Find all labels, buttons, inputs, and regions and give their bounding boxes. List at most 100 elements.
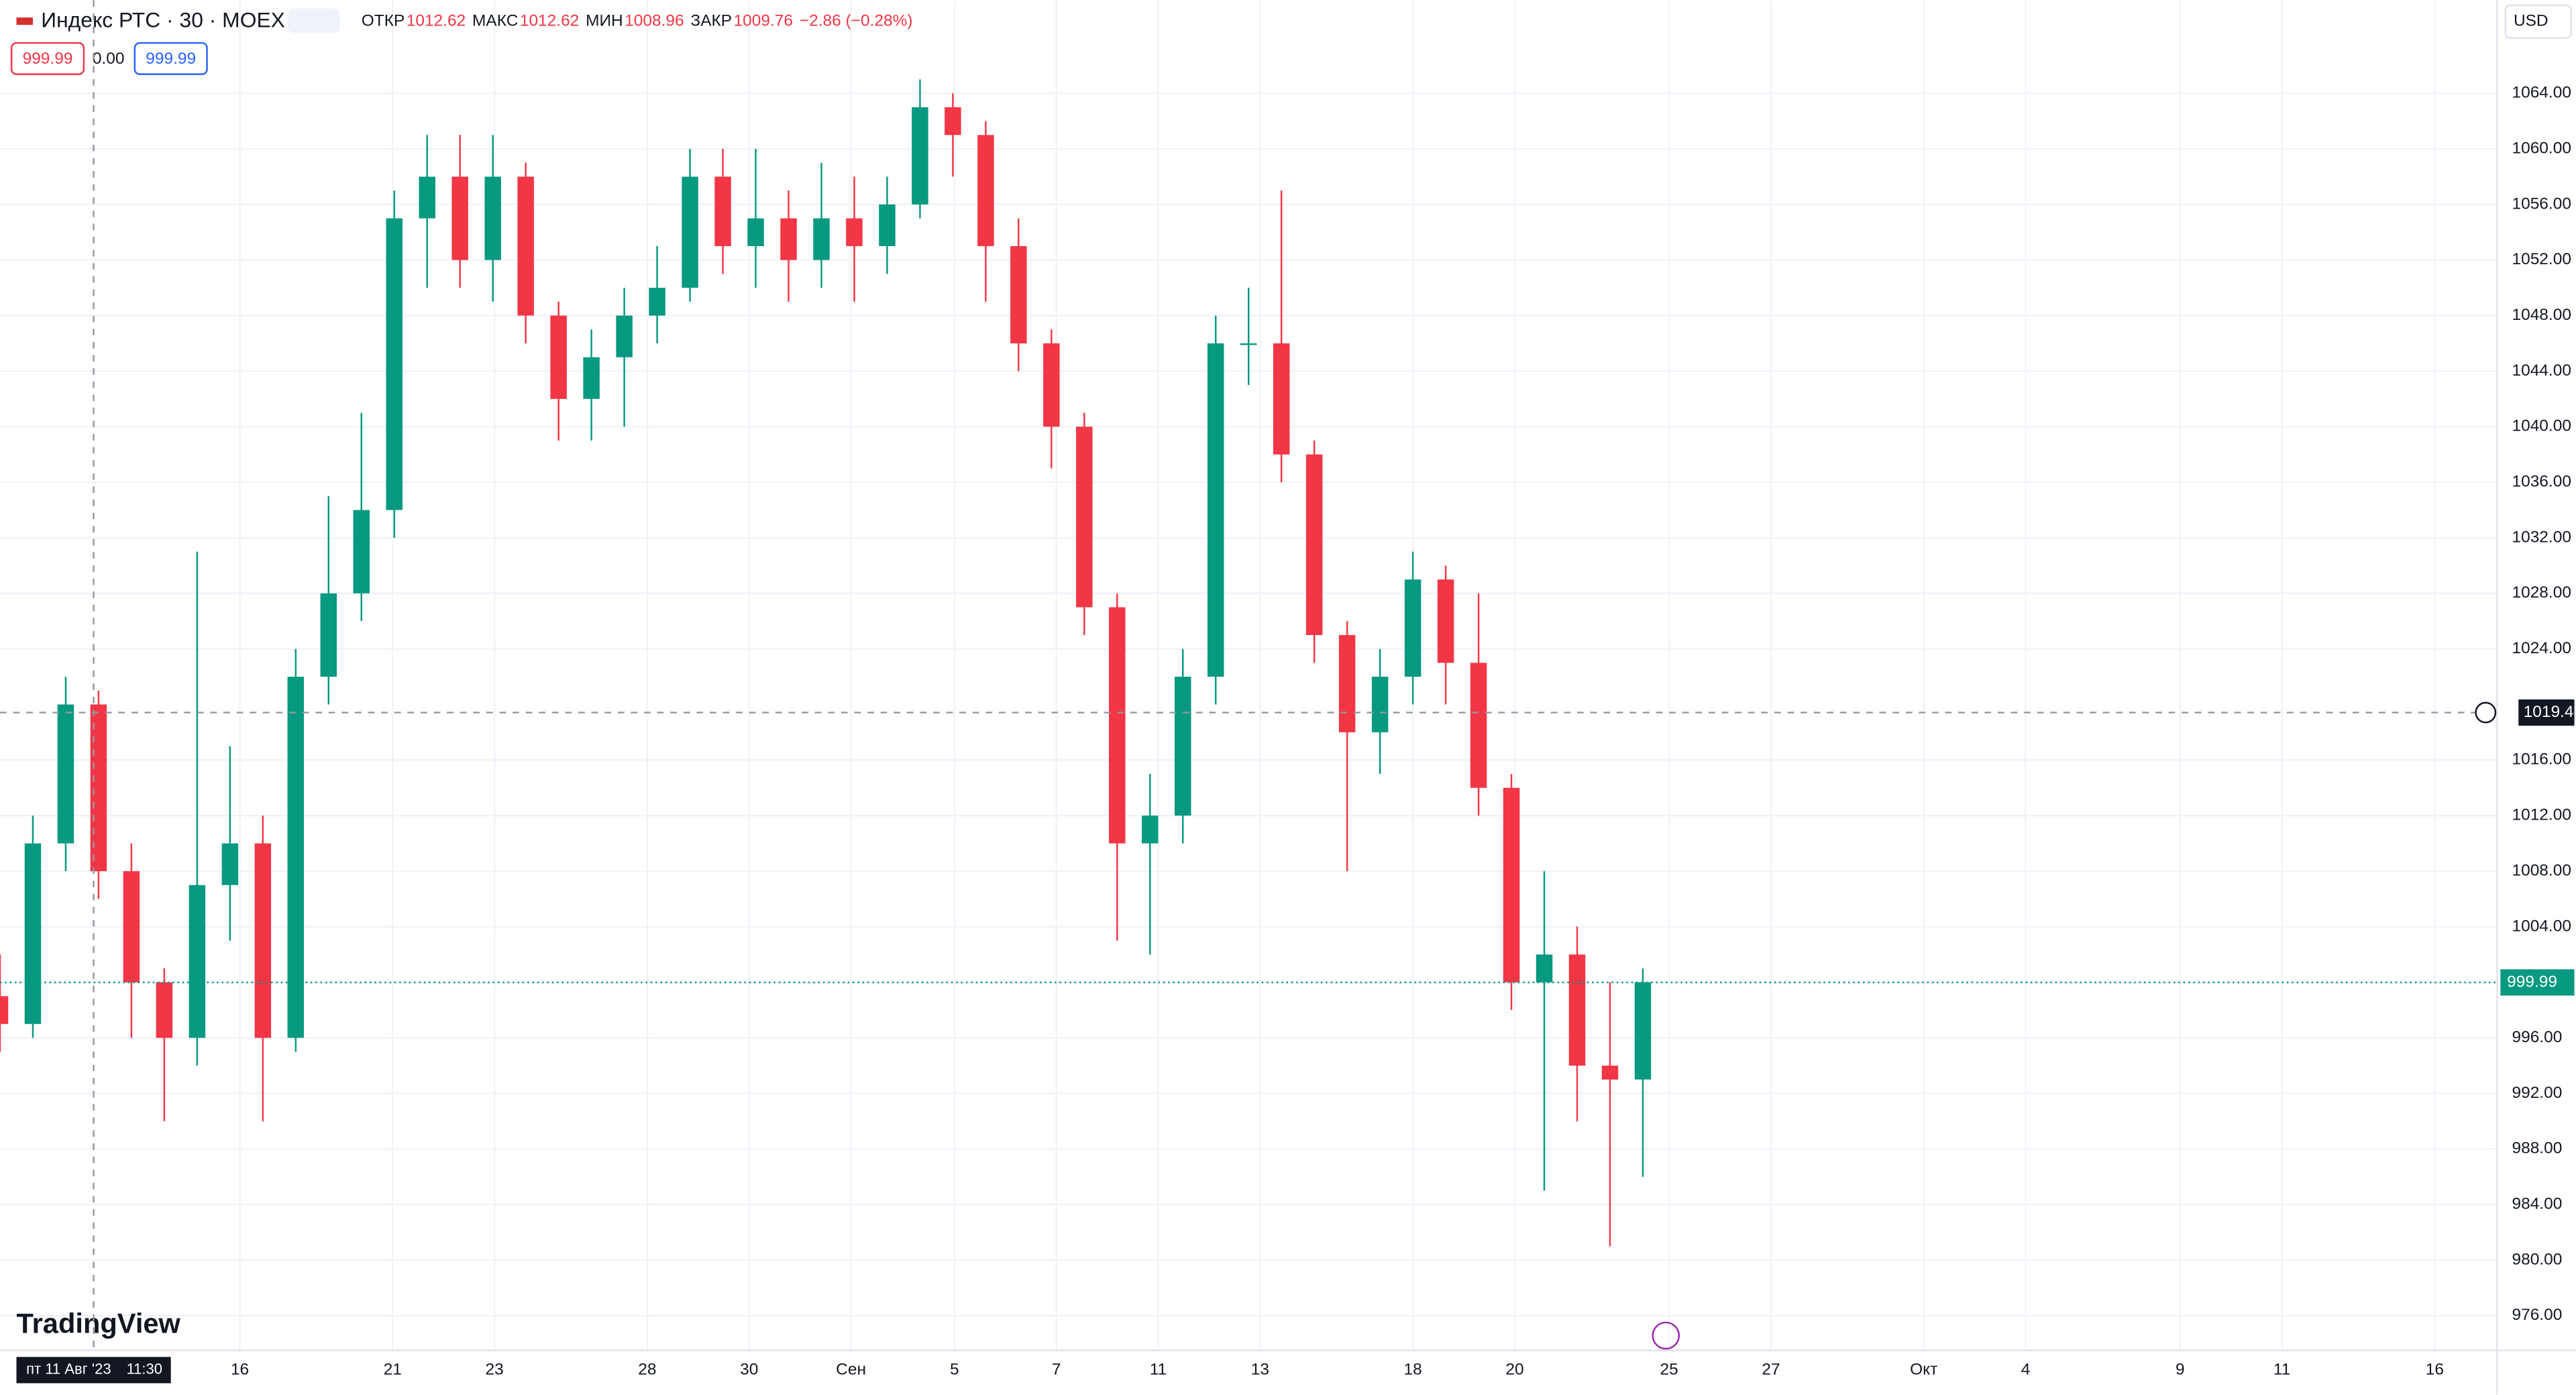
candle-body: [123, 871, 140, 983]
sell-button[interactable]: [10, 42, 85, 75]
spread: 0.00: [93, 50, 125, 68]
symbol-title[interactable]: Индекс РТС · 30 · MOEX: [41, 8, 285, 32]
flag-icon: [16, 13, 33, 18]
candle-body: [747, 218, 764, 246]
y-tick-label: 1060.00: [2512, 139, 2571, 157]
ohlc-label: МИН: [586, 12, 623, 30]
candle-body: [945, 107, 961, 135]
x-tick-label: 13: [1251, 1360, 1269, 1378]
candle-body: [682, 176, 698, 288]
x-tick-label: 23: [486, 1360, 504, 1378]
ohlc-label: ЗАКР: [690, 12, 732, 30]
y-tick-label: 1012.00: [2512, 806, 2571, 824]
candle-body: [1568, 954, 1586, 1066]
y-tick-label: 1036.00: [2512, 473, 2571, 491]
crosshair-price-tag: [2518, 699, 2575, 726]
candle-body: [649, 288, 665, 316]
y-tick-label: 976.00: [2512, 1306, 2562, 1324]
candle-body: [1404, 579, 1421, 677]
x-tick-label: 20: [1505, 1360, 1523, 1378]
x-tick-label: 18: [1404, 1360, 1422, 1378]
candle-body: [254, 843, 272, 1038]
candle-body: [353, 510, 370, 594]
candle-body: [1536, 954, 1553, 983]
candle-body: [1208, 343, 1224, 677]
y-tick-label: 1024.00: [2512, 639, 2571, 657]
x-tick-label: 9: [2176, 1360, 2185, 1378]
crosshair-time: 11:30: [127, 1361, 163, 1378]
y-tick-label: 1048.00: [2512, 306, 2571, 324]
add-alert-button[interactable]: [2475, 702, 2497, 724]
candle-body: [977, 135, 994, 246]
candle-body: [517, 176, 534, 316]
candle-body: [221, 843, 239, 885]
candle-body: [1109, 607, 1126, 844]
crosshair-price-label: 1019.42: [2524, 703, 2576, 721]
x-tick-label: 28: [638, 1360, 656, 1378]
candle-body: [287, 677, 305, 1038]
y-tick-label: 1044.00: [2512, 361, 2571, 380]
candle-body: [846, 218, 863, 246]
brand-logo[interactable]: TradingView: [16, 1308, 180, 1339]
candle-body: [90, 704, 107, 871]
candle-body: [1305, 454, 1323, 635]
compare-buttons[interactable]: [287, 8, 340, 34]
x-tick-label: 4: [2021, 1360, 2031, 1378]
y-tick-label: 1064.00: [2512, 84, 2571, 102]
buy-price: 999.99: [146, 50, 196, 68]
events-icon[interactable]: [1652, 1321, 1680, 1350]
candle-body: [879, 204, 896, 246]
candle-body: [0, 996, 9, 1024]
candle-body: [419, 176, 435, 219]
y-tick-label: 1028.00: [2512, 583, 2571, 602]
candle-body: [1175, 677, 1191, 816]
y-tick-label: 992.00: [2512, 1084, 2562, 1102]
currency: USD: [2514, 12, 2548, 30]
candle-body: [1338, 634, 1356, 732]
candle-body: [912, 107, 928, 205]
candle-body: [1273, 343, 1290, 455]
y-tick-label: 1004.00: [2512, 917, 2571, 935]
x-tick-label: 25: [1660, 1360, 1678, 1378]
candle-body: [1240, 343, 1257, 345]
x-tick-label: Сен: [836, 1360, 866, 1378]
ohlc-value: 1008.96: [625, 12, 684, 30]
x-tick-label: Окт: [1910, 1360, 1937, 1378]
x-tick-label: 21: [384, 1360, 402, 1378]
y-tick-label: 1032.00: [2512, 528, 2571, 546]
candle-body: [1043, 343, 1060, 427]
candle-body: [156, 982, 173, 1038]
candle-body: [1634, 982, 1652, 1080]
y-tick-label: 1056.00: [2512, 194, 2571, 213]
candle-body: [583, 357, 600, 399]
y-tick-label: 1008.00: [2512, 861, 2571, 879]
y-tick-label: 1040.00: [2512, 417, 2571, 435]
last-price-tag: [2500, 969, 2575, 996]
candle-body: [386, 218, 402, 510]
x-tick-label: 30: [740, 1360, 758, 1378]
candle-body: [24, 843, 42, 1024]
y-tick-label: 984.00: [2512, 1194, 2562, 1213]
crosshair-time-tag: [16, 1357, 171, 1384]
candle-body: [1010, 245, 1027, 343]
ohlc-value: 1012.62: [407, 12, 466, 30]
candle-body: [1437, 579, 1454, 663]
currency-select[interactable]: [2504, 4, 2572, 39]
candle-body: [57, 704, 74, 844]
buy-button[interactable]: [133, 42, 208, 75]
candle-body: [1371, 677, 1389, 732]
y-tick-label: 996.00: [2512, 1028, 2562, 1046]
change: −2.86 (−0.28%): [800, 12, 913, 30]
ohlc-label: МАКС: [472, 12, 518, 30]
candle-body: [451, 176, 468, 260]
x-tick-label: 11: [2273, 1360, 2290, 1378]
crosshair-date: пт 11 Авг '23: [26, 1361, 111, 1378]
candle-body: [320, 593, 337, 677]
candle-body: [780, 218, 797, 260]
y-tick-label: 1052.00: [2512, 250, 2571, 268]
x-tick-label: 16: [2426, 1360, 2444, 1378]
candle-body: [1142, 816, 1159, 844]
candle-body: [1601, 1065, 1619, 1080]
candle-body: [189, 885, 206, 1038]
